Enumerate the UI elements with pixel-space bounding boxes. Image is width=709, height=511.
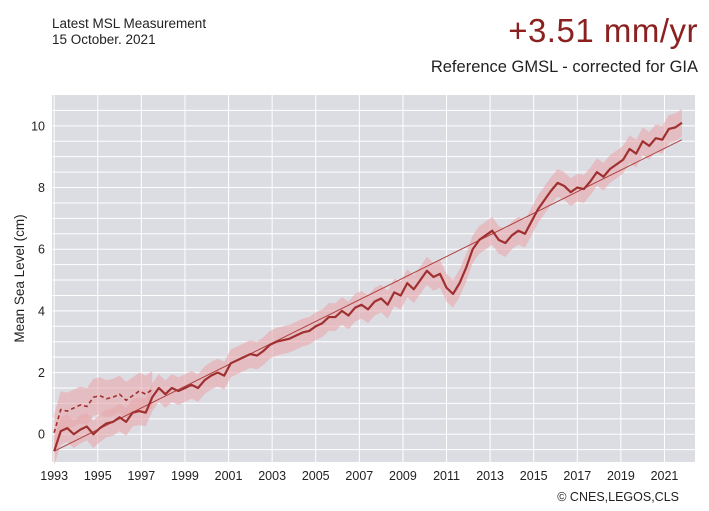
measurement-info: Latest MSL Measurement 15 October. 2021 bbox=[52, 16, 206, 48]
axes: 1993 1995 1997 1999 2001 2003 2005 2007 2009 2011… bbox=[31, 119, 678, 483]
copyright-credit: © CNES,LEGOS,CLS bbox=[557, 490, 679, 504]
x-tick-label: 1995 bbox=[84, 469, 112, 483]
measurement-date: 15 October. 2021 bbox=[52, 32, 156, 47]
x-tick-label: 2001 bbox=[215, 469, 243, 483]
x-tick-label: 2021 bbox=[651, 469, 679, 483]
x-tick-label: 2007 bbox=[345, 469, 373, 483]
rate-value: +3.51 mm/yr bbox=[508, 12, 698, 49]
y-tick-label: 8 bbox=[38, 181, 45, 195]
y-tick-label: 2 bbox=[38, 366, 45, 380]
y-axis-label: Mean Sea Level (cm) bbox=[12, 214, 27, 342]
x-tick-label: 2009 bbox=[389, 469, 417, 483]
reference-subtitle: Reference GMSL - corrected for GIA bbox=[430, 58, 698, 76]
x-tick-label: 2003 bbox=[258, 469, 286, 483]
x-tick-label: 1993 bbox=[40, 469, 68, 483]
x-tick-label: 2017 bbox=[563, 469, 591, 483]
measurement-label: Latest MSL Measurement bbox=[52, 16, 207, 31]
series-lines bbox=[53, 121, 683, 452]
y-tick-label: 4 bbox=[38, 304, 45, 318]
grid-lines bbox=[52, 95, 695, 462]
msl-series-line bbox=[53, 121, 683, 452]
x-tick-label: 2019 bbox=[607, 469, 635, 483]
x-tick-label: 1999 bbox=[171, 469, 199, 483]
dashed-series-line bbox=[53, 388, 153, 433]
y-tick-label: 10 bbox=[31, 119, 45, 133]
x-tick-label: 2013 bbox=[476, 469, 504, 483]
y-tick-label: 6 bbox=[38, 243, 45, 257]
y-tick-label: 0 bbox=[38, 428, 45, 442]
x-tick-label: 2005 bbox=[302, 469, 330, 483]
uncertainty-band-1 bbox=[54, 371, 153, 452]
x-tick-label: 2015 bbox=[520, 469, 548, 483]
trend-line bbox=[53, 139, 683, 452]
x-tick-label: 2011 bbox=[433, 469, 460, 483]
x-tick-label: 1997 bbox=[127, 469, 155, 483]
